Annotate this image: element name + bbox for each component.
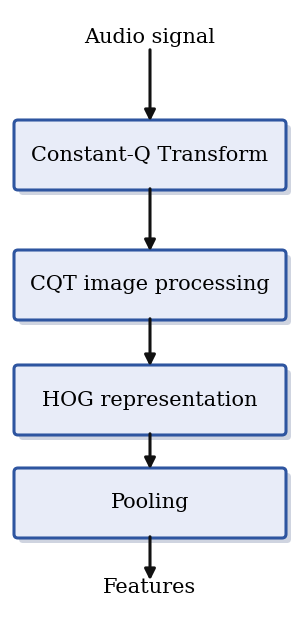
- Text: HOG representation: HOG representation: [42, 391, 258, 409]
- Text: Audio signal: Audio signal: [84, 28, 215, 47]
- FancyBboxPatch shape: [19, 125, 291, 195]
- Text: Constant-Q Transform: Constant-Q Transform: [32, 145, 269, 165]
- FancyBboxPatch shape: [19, 473, 291, 543]
- FancyBboxPatch shape: [14, 250, 286, 320]
- FancyBboxPatch shape: [19, 255, 291, 325]
- FancyBboxPatch shape: [19, 370, 291, 440]
- FancyBboxPatch shape: [14, 120, 286, 190]
- Text: Features: Features: [103, 578, 197, 597]
- Text: CQT image processing: CQT image processing: [30, 275, 270, 294]
- FancyBboxPatch shape: [14, 365, 286, 435]
- Text: Pooling: Pooling: [111, 493, 189, 513]
- FancyBboxPatch shape: [14, 468, 286, 538]
